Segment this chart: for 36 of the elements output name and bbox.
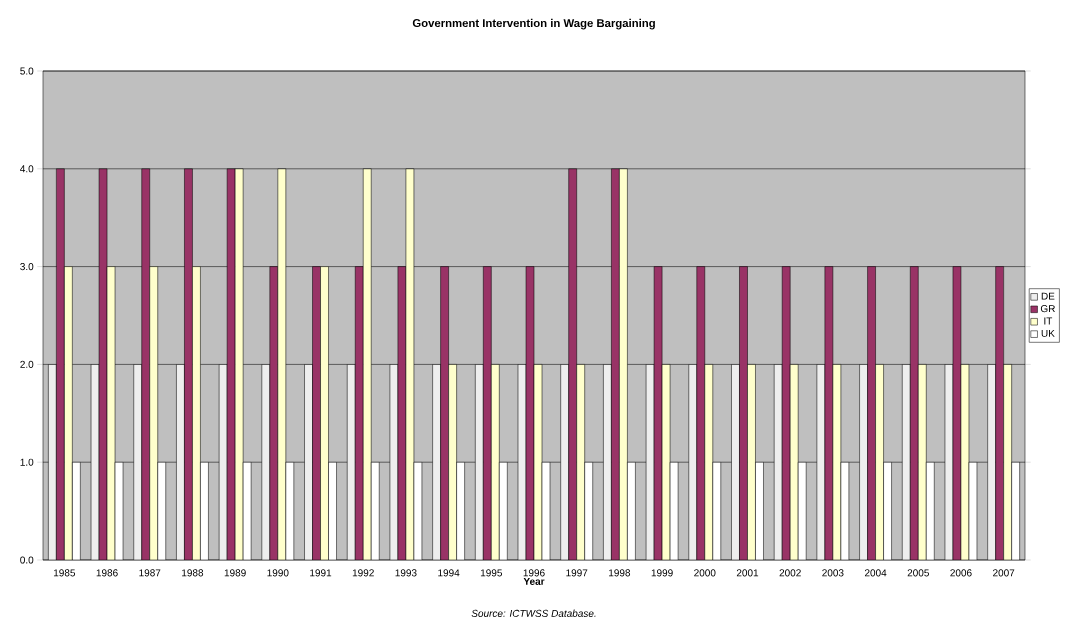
source-note: Source: ICTWSS Database. bbox=[471, 609, 596, 617]
x-tick-label: 1997 bbox=[566, 569, 588, 577]
y-tick-label: 4.0 bbox=[20, 165, 34, 173]
x-tick-label: 1995 bbox=[480, 569, 503, 577]
x-tick-label: 2005 bbox=[907, 569, 929, 577]
legend-label: UK bbox=[1041, 329, 1055, 337]
legend-label: DE bbox=[1041, 292, 1055, 300]
legend-label: IT bbox=[1044, 317, 1053, 325]
x-tick-label: 1998 bbox=[609, 569, 631, 577]
x-tick-label: 1991 bbox=[310, 569, 332, 577]
x-tick-label: 1992 bbox=[352, 569, 374, 577]
x-tick-label: 1990 bbox=[267, 569, 289, 577]
y-tick-label: 2.0 bbox=[20, 360, 34, 368]
x-tick-label: 2007 bbox=[993, 569, 1015, 577]
x-axis-title: Year bbox=[523, 577, 545, 585]
x-tick-label: 2001 bbox=[736, 569, 759, 577]
y-tick-label: 0.0 bbox=[20, 556, 34, 564]
x-tick-label: 2003 bbox=[822, 569, 844, 577]
x-tick-label: 2000 bbox=[694, 569, 716, 577]
x-tick-label: 1994 bbox=[438, 569, 460, 577]
y-tick-label: 1.0 bbox=[20, 458, 34, 466]
x-tick-label: 1986 bbox=[96, 569, 118, 577]
x-tick-label: 2006 bbox=[950, 569, 972, 577]
x-tick-label: 1999 bbox=[651, 569, 673, 577]
x-tick-label: 1996 bbox=[523, 569, 545, 577]
x-tick-label: 2004 bbox=[864, 569, 887, 577]
x-tick-label: 1989 bbox=[224, 569, 246, 577]
y-tick-label: 3.0 bbox=[20, 263, 34, 271]
x-tick-label: 1987 bbox=[139, 569, 161, 577]
chart-title: Government Intervention in Wage Bargaining bbox=[412, 18, 655, 30]
y-tick-label: 5.0 bbox=[20, 67, 34, 75]
x-tick-label: 1988 bbox=[182, 569, 204, 577]
x-tick-label: 1985 bbox=[53, 569, 76, 577]
legend-label: GR bbox=[1040, 305, 1055, 313]
x-tick-label: 2002 bbox=[779, 569, 801, 577]
x-tick-label: 1993 bbox=[395, 569, 417, 577]
